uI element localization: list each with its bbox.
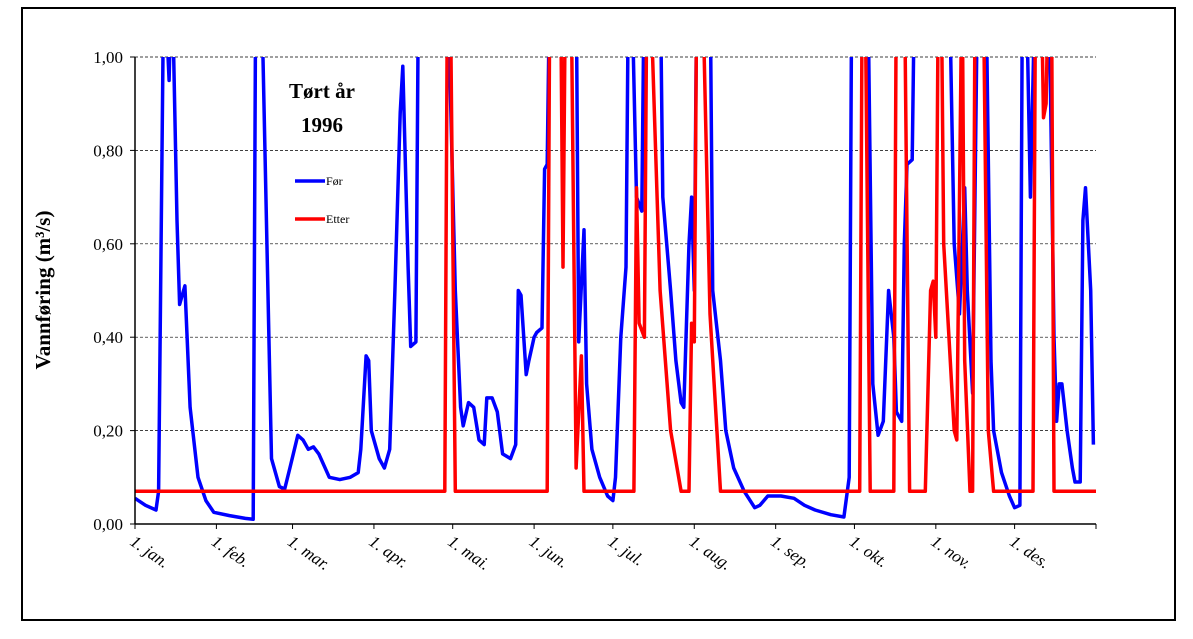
legend-label: Før bbox=[326, 174, 343, 188]
y-tick-label: 0,00 bbox=[93, 515, 123, 534]
plot-area bbox=[135, 57, 1096, 522]
y-tick-label: 0,80 bbox=[93, 141, 123, 160]
legend: Før Etter bbox=[295, 174, 349, 226]
series-line bbox=[135, 57, 1096, 522]
y-tick-label: 0,20 bbox=[93, 422, 123, 441]
annotation: 1996 bbox=[301, 113, 343, 137]
y-tick-label: 0,40 bbox=[93, 328, 123, 347]
y-axis-title: Vannføring (m³/s) bbox=[31, 211, 55, 370]
annotation: Tørt år bbox=[289, 79, 355, 103]
series-line bbox=[135, 57, 1096, 494]
y-tick-label: 0,60 bbox=[93, 235, 123, 254]
y-tick-label: 1,00 bbox=[93, 48, 123, 67]
chart-frame bbox=[21, 7, 1176, 621]
legend-label: Etter bbox=[326, 212, 349, 226]
